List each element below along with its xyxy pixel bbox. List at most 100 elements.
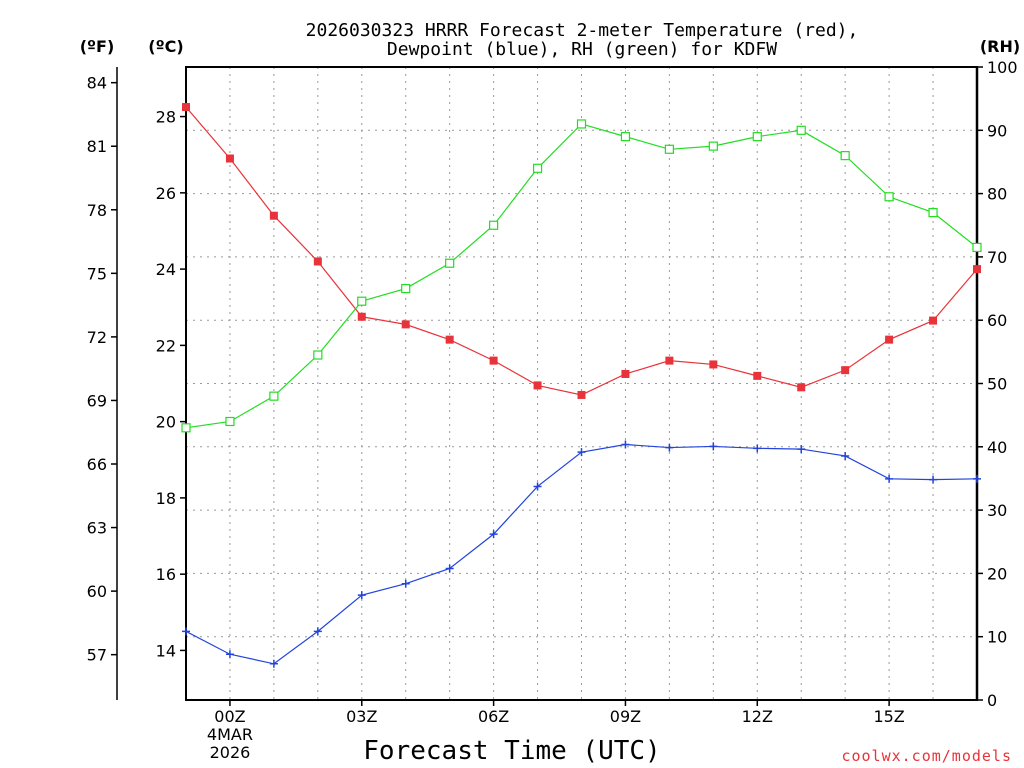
credit-text: coolwx.com/models: [841, 747, 1012, 765]
temperature-point: [709, 360, 718, 369]
dewpoint-point: [445, 564, 454, 573]
celsius-tick-label: 18: [156, 489, 176, 508]
fahrenheit-axis-label: (ºF): [80, 37, 115, 56]
dewpoint-point: [577, 448, 586, 457]
dewpoint-line: [185, 443, 978, 665]
rh-tick-label: 70: [987, 248, 1007, 267]
x-tick-label: 03Z: [346, 707, 377, 726]
rh-point: [796, 125, 806, 135]
temperature-point: [973, 265, 981, 274]
dewpoint-point: [929, 475, 938, 484]
dewpoint-point: [665, 443, 674, 452]
celsius-tick-label: 26: [156, 184, 176, 203]
celsius-tick-label: 20: [156, 413, 176, 432]
celsius-tick-label: 28: [156, 108, 176, 127]
dewpoint-point: [401, 579, 410, 588]
dewpoint-point: [973, 474, 981, 483]
temperature-point: [621, 369, 630, 378]
rh-point: [401, 283, 411, 294]
celsius-tick-label: 22: [156, 336, 176, 355]
chart-subtitle: Dewpoint (blue), RH (green) for KDFW: [387, 39, 777, 60]
temperature-point: [269, 211, 278, 220]
temperature-point: [313, 257, 322, 266]
fahrenheit-tick-label: 72: [87, 328, 107, 347]
rh-tick-label: 50: [987, 375, 1007, 394]
dewpoint-point: [225, 650, 234, 659]
axes: 57 60 63 66 69 72 75 78 81 84 14 16 18 20 22 24 26 28 0 10 2…: [87, 58, 1018, 762]
temperature-point: [841, 366, 850, 375]
x-tick-label: 12Z: [742, 707, 773, 726]
x-tick-label: 00Z: [214, 707, 245, 726]
fahrenheit-tick-label: 63: [87, 519, 107, 538]
rh-point: [576, 119, 587, 129]
rh-tick-label: 60: [987, 311, 1007, 330]
rh-point: [664, 144, 674, 154]
rh-point: [357, 296, 367, 306]
temperature-point: [225, 154, 234, 163]
fahrenheit-tick-label: 84: [87, 74, 107, 93]
temperature-point: [489, 356, 498, 365]
rh-point: [532, 163, 543, 173]
x-tick-label: 06Z: [478, 707, 509, 726]
rh-point: [445, 258, 455, 268]
temperature-point: [533, 381, 542, 390]
rh-point: [225, 416, 235, 427]
temperature-point: [885, 335, 894, 344]
fahrenheit-tick-label: 69: [87, 391, 107, 410]
temperature-point: [753, 371, 762, 380]
x-date-label: 4MAR: [207, 725, 253, 744]
rh-point: [489, 220, 499, 230]
rh-point: [840, 151, 850, 161]
dewpoint-point: [489, 530, 498, 539]
fahrenheit-tick-label: 78: [87, 201, 107, 220]
dewpoint-point: [841, 451, 850, 460]
grid-lines: [186, 67, 977, 700]
fahrenheit-tick-label: 66: [87, 455, 107, 474]
rh-tick-label: 80: [987, 185, 1007, 204]
rh-point: [884, 192, 894, 202]
x-tick-label: 15Z: [873, 707, 904, 726]
fahrenheit-tick-label: 81: [87, 137, 107, 156]
rh-point: [928, 207, 938, 218]
rh-tick-label: 20: [987, 564, 1007, 583]
rh-tick-label: 30: [987, 501, 1007, 520]
dewpoint-point: [709, 442, 718, 451]
dewpoint-point: [621, 440, 630, 449]
x-date-label: 2026: [210, 743, 251, 762]
dewpoint-point: [182, 627, 190, 636]
celsius-tick-label: 16: [156, 565, 176, 584]
rh-tick-label: 0: [987, 691, 997, 710]
chart-title: 2026030323 HRRR Forecast 2-meter Tempera…: [306, 20, 859, 41]
celsius-tick-label: 14: [156, 641, 176, 660]
rh-tick-label: 10: [987, 628, 1007, 647]
rh-point: [972, 242, 982, 253]
temperature-point: [665, 356, 674, 365]
rh-point: [752, 132, 762, 142]
dewpoint-point: [797, 445, 806, 454]
rh-point: [181, 423, 191, 433]
data-series: [181, 103, 982, 668]
rh-point: [313, 350, 323, 360]
rh-tick-label: 90: [987, 121, 1007, 140]
x-axis-label: Forecast Time (UTC): [363, 736, 660, 766]
temperature-point: [929, 316, 938, 325]
rh-axis-label: (RH): [980, 37, 1020, 56]
fahrenheit-tick-label: 57: [87, 646, 107, 665]
rh-point: [708, 141, 718, 151]
rh-point: [620, 132, 631, 142]
temperature-point: [182, 103, 190, 112]
celsius-tick-label: 24: [156, 260, 176, 279]
x-tick-label: 09Z: [610, 707, 641, 726]
temperature-point: [357, 312, 366, 321]
temperature-point: [797, 383, 806, 392]
fahrenheit-tick-label: 75: [87, 264, 107, 283]
dewpoint-point: [533, 482, 542, 491]
rh-point: [269, 391, 279, 401]
fahrenheit-tick-label: 60: [87, 582, 107, 601]
celsius-axis-label: (ºC): [148, 37, 183, 56]
temperature-point: [401, 320, 410, 329]
dewpoint-point: [753, 444, 762, 453]
temperature-point: [577, 390, 586, 399]
temperature-point: [445, 335, 454, 344]
